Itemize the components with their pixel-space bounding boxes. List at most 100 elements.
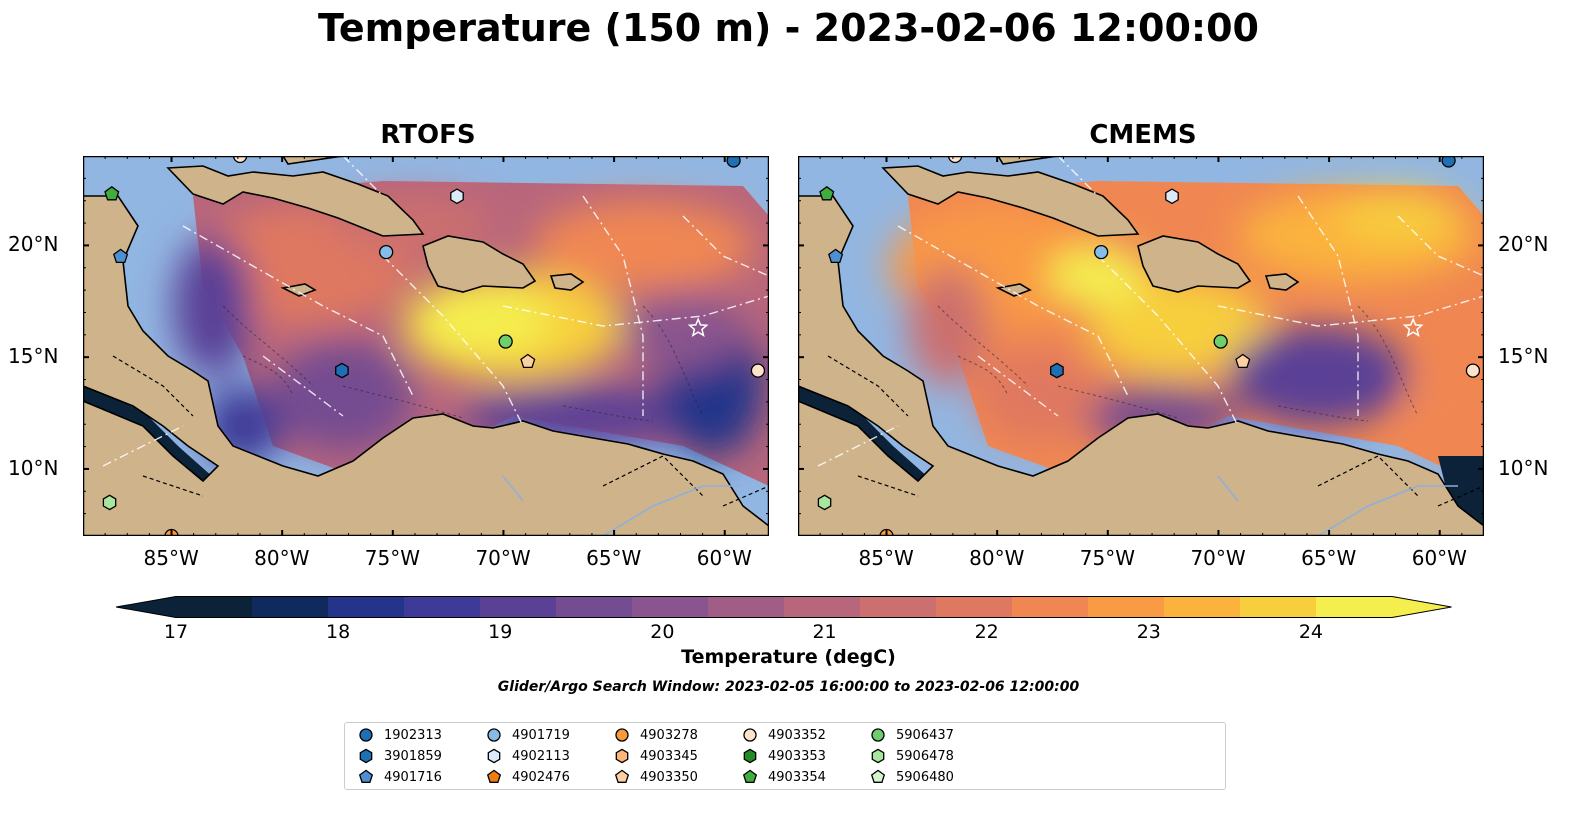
pentagon-icon — [486, 769, 502, 783]
pentagon-icon — [358, 769, 374, 783]
float-marker-5906437[interactable] — [498, 334, 513, 349]
atlantic-cold-water — [1438, 456, 1484, 536]
circle-icon — [871, 728, 885, 742]
colorbar-extend-high — [1391, 596, 1452, 618]
colorbar-tick-label: 21 — [812, 621, 837, 643]
lon-tick-label: 75°W — [364, 546, 421, 570]
rivers — [502, 475, 743, 536]
station-star-marker[interactable] — [1402, 317, 1424, 338]
legend-item-5906480: 5906480 — [869, 767, 954, 787]
colorbar-segment — [252, 596, 329, 618]
float-marker-4903352[interactable] — [947, 156, 963, 164]
lon-tick-label: 65°W — [586, 546, 642, 570]
legend-item-label: 4901719 — [512, 727, 570, 743]
float-marker-4903350[interactable] — [1235, 353, 1251, 369]
legend-item-4901719: 4901719 — [485, 725, 570, 745]
legend-item-5906437: 5906437 — [869, 725, 954, 745]
lon-tick-label: 85°W — [858, 546, 914, 570]
float-marker-4902113[interactable] — [1165, 188, 1179, 205]
colorbar-segment — [1240, 596, 1317, 618]
colorbar-segment — [708, 596, 785, 618]
colorbar-segment — [556, 596, 633, 618]
lon-tick-label: 85°W — [143, 546, 199, 570]
legend-item-label: 4903352 — [768, 727, 826, 743]
legend-item-label: 5906478 — [896, 748, 954, 764]
legend-item-label: 5906437 — [896, 727, 954, 743]
colorbar-segment — [936, 596, 1013, 618]
lon-tick-label: 75°W — [1079, 546, 1136, 570]
float-marker-5906437[interactable] — [1213, 334, 1228, 349]
lon-tick-label: 60°W — [696, 546, 752, 570]
float-marker-5906478[interactable] — [102, 494, 117, 511]
float-marker-4903352[interactable] — [1465, 363, 1481, 378]
map-frame — [83, 156, 769, 536]
float-marker-4903350[interactable] — [520, 353, 536, 369]
float-marker-4902113[interactable] — [450, 188, 464, 205]
colorbar-tick-label: 20 — [650, 621, 675, 643]
tick-marks — [83, 156, 769, 536]
colorbar-segment — [1316, 596, 1393, 618]
land — [83, 156, 769, 536]
float-marker-4901716[interactable] — [828, 248, 844, 264]
float-marker-4901716[interactable] — [113, 248, 129, 264]
colorbar-label: Temperature (degC) — [681, 646, 896, 668]
float-marker-4903354[interactable] — [104, 185, 120, 201]
lon-tick-label: 80°W — [969, 546, 1025, 570]
legend-item-4903352: 4903352 — [741, 725, 826, 745]
legend-item-5906478: 5906478 — [869, 746, 954, 766]
hexagon-icon — [359, 748, 373, 764]
bathymetry-contours — [222, 305, 704, 422]
legend-item-4903354: 4903354 — [741, 767, 826, 787]
float-marker-3901859[interactable] — [335, 362, 349, 379]
eez-boundaries — [102, 156, 769, 467]
borders — [112, 355, 769, 507]
lon-tick-label: 60°W — [1411, 546, 1467, 570]
colorbar-segment — [1088, 596, 1165, 618]
float-markers[interactable] — [102, 156, 766, 536]
cmems-map[interactable] — [798, 156, 1484, 536]
lon-tick-label: 80°W — [254, 546, 310, 570]
colorbar-segment — [328, 596, 405, 618]
land — [798, 156, 1484, 536]
temperature-field — [173, 181, 769, 486]
hexagon-icon — [615, 748, 629, 764]
float-markers[interactable] — [817, 156, 1481, 536]
panel-title-rtofs: RTOFS — [380, 120, 476, 150]
legend-item-4903278: 4903278 — [613, 725, 698, 745]
float-marker-1902313[interactable] — [726, 156, 741, 168]
lat-tick-label: 15°N — [1498, 344, 1549, 369]
float-marker-4901719[interactable] — [1094, 244, 1109, 260]
colorbar-segment — [1012, 596, 1089, 618]
lon-tick-label: 65°W — [1301, 546, 1357, 570]
circle-icon — [487, 728, 501, 742]
tick-marks — [798, 156, 1484, 536]
colorbar-segment — [860, 596, 937, 618]
legend-item-4902476: 4902476 — [485, 767, 570, 787]
float-marker-3901859[interactable] — [1050, 362, 1064, 379]
lat-tick-label: 20°N — [1498, 232, 1549, 257]
lat-tick-label: 10°N — [1498, 455, 1549, 480]
colorbar-tick-label: 24 — [1298, 621, 1324, 643]
station-star-marker[interactable] — [687, 317, 709, 338]
figure-title: Temperature (150 m) - 2023-02-06 12:00:0… — [317, 6, 1259, 50]
float-marker-4903352[interactable] — [750, 363, 766, 378]
float-marker-4903352[interactable] — [232, 156, 248, 164]
colorbar-tick-label: 19 — [488, 621, 513, 643]
float-marker-4903354[interactable] — [819, 185, 835, 201]
legend-item-label: 4903278 — [640, 727, 698, 743]
legend-item-4901716: 4901716 — [357, 767, 442, 787]
colorbar-segment — [784, 596, 861, 618]
float-marker-1902313[interactable] — [1441, 156, 1456, 168]
colorbar-segment — [176, 596, 253, 618]
legend-item-4903350: 4903350 — [613, 767, 698, 787]
circle-icon — [743, 728, 757, 742]
pentagon-icon — [614, 769, 630, 783]
legend-item-label: 4902113 — [512, 748, 570, 764]
float-marker-5906478[interactable] — [817, 494, 832, 511]
pentagon-icon — [870, 769, 886, 783]
rtofs-map[interactable] — [83, 156, 769, 536]
colorbar-segment — [404, 596, 481, 618]
float-marker-4901719[interactable] — [379, 244, 394, 260]
colorbar-tick-label: 23 — [1136, 621, 1161, 643]
legend-item-label: 4903345 — [640, 748, 698, 764]
